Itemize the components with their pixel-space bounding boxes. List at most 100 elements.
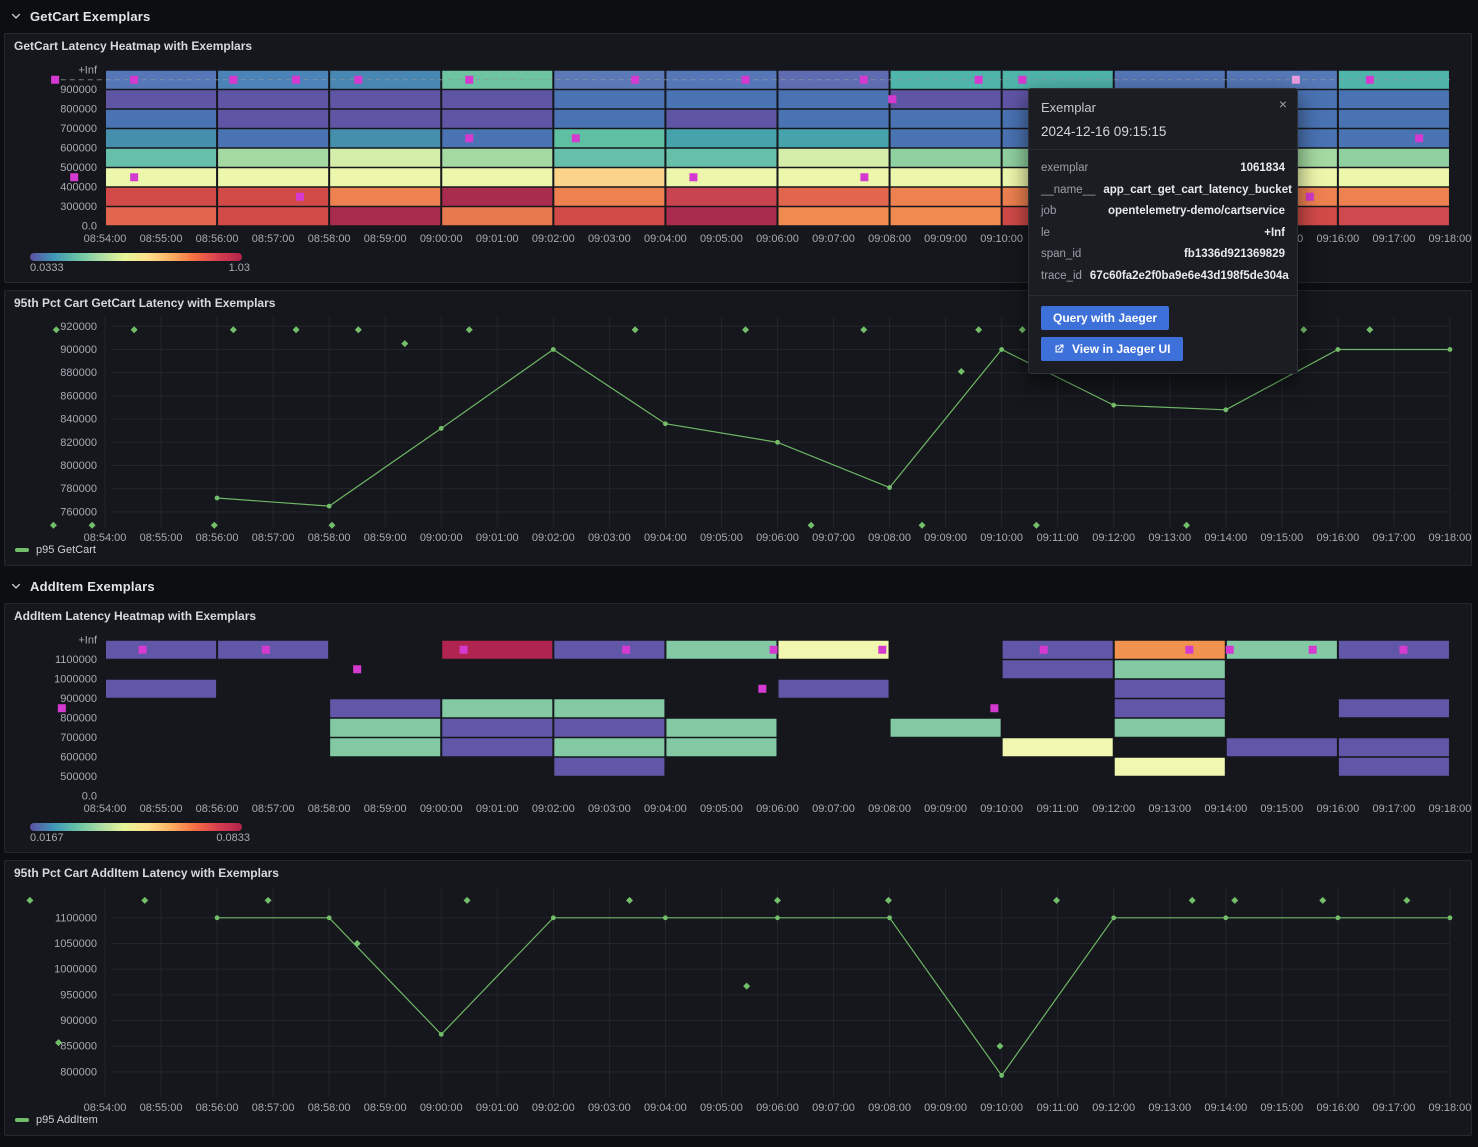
exemplar-marker (1399, 645, 1408, 654)
panel-title[interactable]: AddItem Latency Heatmap with Exemplars (14, 609, 257, 623)
svg-text:860000: 860000 (60, 390, 97, 402)
exemplar-marker (631, 75, 640, 84)
exemplar-diamond (54, 1039, 62, 1047)
data-point (1447, 915, 1453, 921)
exemplar-markers[interactable] (26, 896, 1411, 1050)
exemplar-markers[interactable] (51, 75, 1424, 201)
exemplar-diamond (88, 521, 96, 529)
exemplar-marker (354, 75, 363, 84)
svg-text:09:18:00: 09:18:00 (1429, 532, 1471, 541)
additem-line-canvas[interactable]: 800000 850000 900000 950000 1000000 1050000 11… (5, 861, 1471, 1111)
exemplar-marker (878, 645, 887, 654)
svg-text:920000: 920000 (60, 321, 97, 333)
data-point (775, 439, 780, 445)
data-point (438, 425, 444, 431)
x-axis-labels: 08:54:00 08:55:00 08:56:00 08:57:00 08:58:00… (84, 1102, 1471, 1111)
data-point (999, 347, 1005, 352)
exemplar-diamond (1231, 896, 1239, 904)
color-scale-legend: 0.0167 0.0833 (30, 823, 250, 844)
section-header-getcart[interactable]: GetCart Exemplars (0, 2, 1478, 30)
chevron-down-icon[interactable] (10, 10, 22, 22)
exemplar-marker (1039, 645, 1048, 654)
svg-text:09:02:00: 09:02:00 (532, 803, 575, 815)
exemplar-diamond (292, 326, 300, 334)
exemplar-diamond (1053, 896, 1061, 904)
svg-text:09:14:00: 09:14:00 (1204, 803, 1247, 815)
panel-title[interactable]: GetCart Latency Heatmap with Exemplars (14, 39, 253, 53)
svg-text:09:18:00: 09:18:00 (1429, 803, 1471, 815)
exemplar-diamond (1032, 521, 1040, 529)
svg-text:09:05:00: 09:05:00 (700, 532, 743, 541)
field-label: span_id (1041, 248, 1082, 260)
data-point (1223, 915, 1229, 921)
data-point (663, 915, 668, 921)
exemplar-diamond (141, 896, 149, 904)
exemplar-marker (1365, 75, 1374, 84)
svg-text:09:02:00: 09:02:00 (532, 532, 575, 541)
close-icon[interactable]: × (1278, 96, 1287, 112)
svg-text:600000: 600000 (60, 143, 97, 155)
svg-text:08:55:00: 08:55:00 (140, 233, 183, 245)
p95-series-line[interactable] (214, 347, 1453, 509)
exemplar-diamond (1188, 896, 1196, 904)
section-header-additem[interactable]: AddItem Exemplars (0, 572, 1478, 600)
svg-text:09:04:00: 09:04:00 (644, 803, 687, 815)
svg-text:09:09:00: 09:09:00 (924, 803, 967, 815)
panel-additem-heatmap: AddItem Latency Heatmap with Exemplars +… (4, 603, 1472, 853)
svg-text:09:00:00: 09:00:00 (420, 532, 463, 541)
data-point (1111, 402, 1117, 408)
exemplar-marker (689, 173, 698, 182)
svg-text:09:03:00: 09:03:00 (588, 233, 631, 245)
data-point (663, 421, 668, 427)
exemplar-diamond (354, 326, 362, 334)
exemplar-markers[interactable] (49, 326, 1374, 529)
data-point (775, 915, 780, 921)
svg-text:09:09:00: 09:09:00 (924, 1102, 967, 1111)
svg-text:0.0333: 0.0333 (30, 262, 64, 274)
svg-text:08:54:00: 08:54:00 (84, 803, 127, 815)
svg-text:1000000: 1000000 (54, 674, 97, 686)
svg-text:08:59:00: 08:59:00 (364, 532, 407, 541)
p95-series-line[interactable] (214, 915, 1453, 1078)
query-with-jaeger-button[interactable]: Query with Jaeger (1041, 306, 1170, 330)
exemplar-marker (130, 173, 139, 182)
exemplar-markers[interactable] (57, 645, 1408, 713)
svg-text:09:12:00: 09:12:00 (1092, 803, 1135, 815)
exemplar-marker (888, 95, 897, 104)
svg-text:09:17:00: 09:17:00 (1373, 532, 1416, 541)
heatmap-cells[interactable] (106, 640, 1449, 776)
tooltip-row: job opentelemetry-demo/cartservice (1041, 202, 1285, 222)
tooltip-timestamp: 2024-12-16 09:15:15 (1041, 124, 1167, 139)
view-in-jaeger-ui-button[interactable]: View in Jaeger UI (1041, 337, 1183, 361)
additem-heatmap-canvas[interactable]: +Inf 1100000 1000000 900000 800000 700000 6000… (5, 604, 1471, 852)
svg-text:09:10:00: 09:10:00 (980, 1102, 1023, 1111)
svg-text:600000: 600000 (60, 752, 97, 764)
svg-text:800000: 800000 (60, 104, 97, 116)
chevron-down-icon[interactable] (10, 580, 22, 592)
svg-text:09:13:00: 09:13:00 (1148, 532, 1191, 541)
svg-text:840000: 840000 (60, 414, 97, 426)
section-title: GetCart Exemplars (30, 8, 151, 24)
svg-text:09:03:00: 09:03:00 (588, 1102, 631, 1111)
svg-text:500000: 500000 (60, 771, 97, 783)
field-value: app_cart_get_cart_latency_bucket (1103, 183, 1292, 196)
svg-text:09:06:00: 09:06:00 (756, 803, 799, 815)
panel-title[interactable]: 95th Pct Cart GetCart Latency with Exemp… (14, 296, 276, 310)
panel-title[interactable]: 95th Pct Cart AddItem Latency with Exemp… (14, 866, 279, 880)
tooltip-row: le +Inf (1041, 224, 1285, 244)
svg-text:400000: 400000 (60, 182, 97, 194)
y-axis-labels: +Inf 1100000 1000000 900000 800000 700000 6000… (54, 635, 98, 803)
legend-item-p95-additem[interactable]: p95 AddItem (15, 1114, 98, 1126)
getcart-line-canvas[interactable]: 760000 780000 800000 820000 840000 860000 8800… (5, 291, 1471, 541)
data-point (1111, 915, 1117, 921)
svg-text:08:57:00: 08:57:00 (252, 803, 295, 815)
svg-text:0.0: 0.0 (82, 221, 97, 233)
legend-item-p95-getcart[interactable]: p95 GetCart (15, 544, 96, 556)
svg-text:800000: 800000 (60, 460, 97, 472)
exemplar-diamond (49, 521, 57, 529)
exemplar-diamond (401, 340, 409, 348)
data-point (550, 347, 556, 352)
svg-text:08:57:00: 08:57:00 (252, 1102, 295, 1111)
svg-text:08:58:00: 08:58:00 (308, 532, 351, 541)
